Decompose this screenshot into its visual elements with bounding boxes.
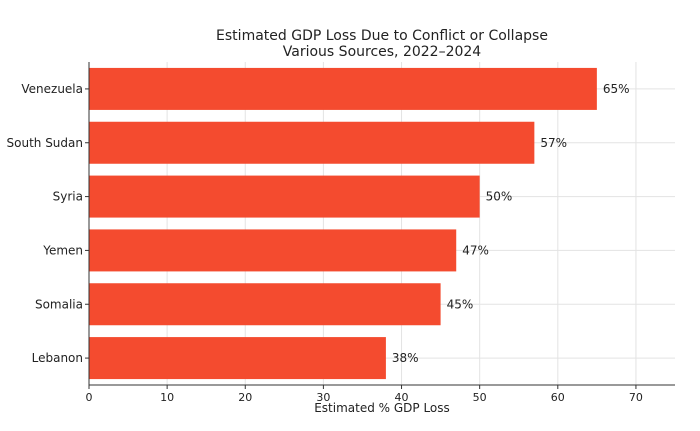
chart-subtitle: Various Sources, 2022–2024 [283, 44, 482, 60]
gridlines [88, 62, 675, 385]
value-label: 65% [603, 82, 630, 96]
value-label: 47% [462, 243, 489, 257]
bar [89, 337, 386, 380]
bar [89, 67, 597, 110]
category-label: Lebanon [32, 351, 83, 365]
category-label: Yemen [42, 243, 83, 257]
x-tick-label: 40 [395, 391, 409, 404]
bars [89, 67, 597, 380]
category-label: Syria [53, 190, 83, 204]
x-tick-label: 60 [551, 391, 565, 404]
x-tick-label: 10 [160, 391, 174, 404]
x-tick-label: 20 [238, 391, 252, 404]
bar [89, 175, 480, 218]
chart-title: Estimated GDP Loss Due to Conflict or Co… [216, 28, 548, 44]
bar [89, 229, 457, 272]
category-label: South Sudan [7, 136, 84, 150]
x-tick-label: 0 [86, 391, 93, 404]
category-label: Somalia [35, 297, 83, 311]
bar [89, 283, 441, 326]
value-label: 50% [486, 190, 513, 204]
value-label: 57% [540, 136, 567, 150]
x-tick-label: 30 [316, 391, 330, 404]
category-label: Venezuela [21, 82, 83, 96]
x-tick-label: 70 [629, 391, 643, 404]
x-axis-label: Estimated % GDP Loss [314, 401, 450, 415]
x-tick-label: 50 [473, 391, 487, 404]
bar [89, 121, 535, 164]
labels: 0 10 20 30 40 50 60 70 Venezuela 65% South Sudan 57… [7, 82, 643, 404]
axes [85, 62, 675, 389]
value-label: 38% [392, 351, 419, 365]
value-label: 45% [447, 297, 474, 311]
